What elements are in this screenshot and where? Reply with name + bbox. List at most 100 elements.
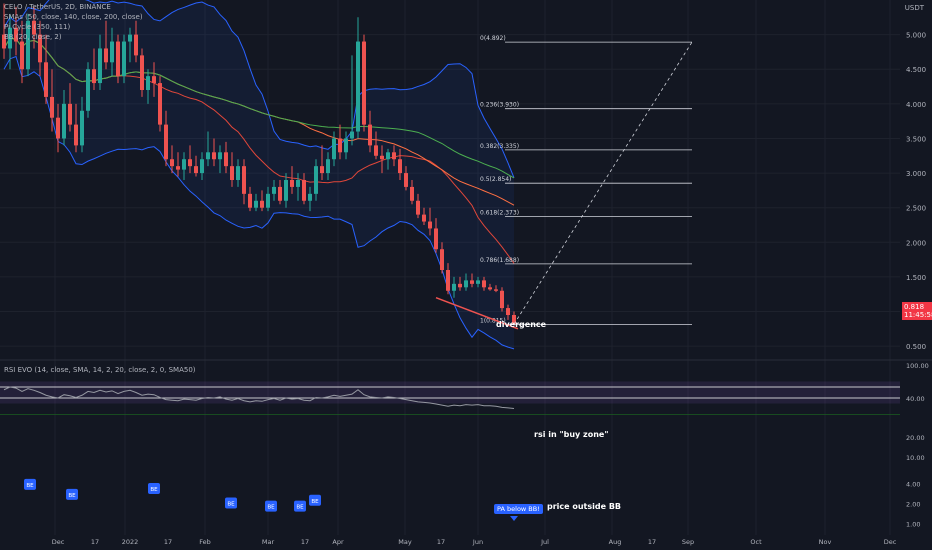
candle-body [92, 69, 96, 84]
candle-body [20, 41, 24, 70]
grid-layer [0, 0, 932, 535]
candle-body [476, 280, 480, 284]
candle-body [410, 186, 414, 201]
candle-body [296, 180, 300, 187]
candle-body [308, 193, 312, 201]
candle-body [254, 200, 258, 208]
signal-label: BE [150, 487, 158, 493]
time-tick-label: Sep [682, 538, 694, 546]
time-tick-label: Nov [819, 538, 832, 546]
fib-level-label: 0.5(2.854) [480, 176, 511, 183]
candle-body [212, 152, 216, 160]
candle-body [158, 83, 162, 125]
fib-level-label: 0.382(3.335) [480, 143, 519, 150]
price-tick-label: 0.500 [906, 343, 926, 351]
pa-below-bb-label: PA below BB! [494, 504, 543, 514]
signal-label: BE [26, 483, 34, 489]
candle-body [428, 221, 432, 229]
candle-body [290, 180, 294, 187]
legend-bb: BB (20, close, 2) [4, 33, 62, 41]
candle-body [452, 283, 456, 291]
lower-tick-label: 2.00 [906, 501, 920, 509]
candle-body [422, 214, 426, 222]
bollinger-bands [3, 0, 515, 350]
candle-body [512, 315, 516, 325]
candle-body [110, 41, 114, 63]
signal-label: BE [267, 505, 275, 511]
candle-body [116, 41, 120, 77]
candle-body [224, 152, 228, 167]
rsi-buy-zone-annotation: rsi in "buy zone" [534, 430, 609, 439]
candle-body [86, 69, 90, 111]
signal-label: BE [68, 493, 76, 499]
signal-label: BE [311, 499, 319, 505]
time-tick-label: 17 [648, 538, 656, 546]
candle-body [194, 166, 198, 174]
time-tick-label: Mar [262, 538, 275, 546]
candle-body [8, 27, 12, 49]
price-tick-label: 3.500 [906, 135, 926, 143]
price-tick-label: 5.000 [906, 32, 926, 40]
price-tick-label: 2.500 [906, 205, 926, 213]
bb-lower-line [3, 55, 515, 350]
candle-body [140, 55, 144, 90]
candle-body [68, 103, 72, 125]
bb-fill [4, 0, 514, 349]
candle-body [386, 152, 390, 160]
rsi-line [3, 386, 515, 409]
candle-body [14, 27, 18, 42]
candle-body [134, 34, 138, 56]
candle-body [320, 166, 324, 174]
candle-body [26, 20, 30, 70]
candle-body [200, 159, 204, 174]
fib-level-label: 0.618(2.373) [480, 209, 519, 216]
candle-body [44, 62, 48, 97]
price-tick-label: 1.500 [906, 274, 926, 282]
signal-marker [225, 497, 237, 509]
candle-body [380, 155, 384, 160]
signal-marker [66, 488, 78, 500]
candle-body [2, 34, 6, 49]
candle-body [404, 173, 408, 187]
candle-body [446, 270, 450, 291]
time-tick-label: Dec [884, 538, 897, 546]
candle-body [56, 117, 60, 139]
candle-body [440, 249, 444, 270]
legend-pi-cycle: Pi Cycle (350, 111) [4, 23, 71, 31]
candle-body [326, 159, 330, 174]
time-tick-label: May [398, 538, 412, 546]
candle-body [284, 180, 288, 201]
candle-body [434, 228, 438, 250]
candle-body [188, 159, 192, 167]
candle-body [50, 96, 54, 118]
candle-body [122, 41, 126, 77]
candle-body [350, 131, 354, 139]
price-tick-label: 4.500 [906, 66, 926, 74]
candle-body [374, 145, 378, 156]
candle-body [362, 41, 366, 125]
rsi-tick-label: 100.00 [906, 362, 929, 370]
fib-level-label: 1(0.815) [480, 317, 506, 324]
pa-below-bb-arrow [510, 516, 518, 521]
time-tick-label: 17 [164, 538, 172, 546]
fib-level-label: 0.236(3.930) [480, 102, 519, 109]
candle-body [344, 138, 348, 153]
time-tick-label: Jun [472, 538, 483, 546]
candle-body [62, 103, 66, 139]
signal-marker [265, 500, 277, 512]
bar-countdown: 11:45:58 [904, 311, 932, 319]
candle-body [98, 48, 102, 84]
candle-body [416, 200, 420, 215]
fib-level-label: 0.786(1.688) [480, 257, 519, 264]
signal-label: BE [227, 502, 235, 508]
candle-body [314, 166, 318, 194]
candle-body [38, 34, 42, 63]
candle-body [332, 138, 336, 160]
candle-body [506, 308, 510, 315]
lower-tick-label: 4.00 [906, 480, 920, 488]
candle-body [248, 193, 252, 208]
time-tick-label: Jul [540, 538, 549, 546]
time-tick-label: Oct [750, 538, 762, 546]
